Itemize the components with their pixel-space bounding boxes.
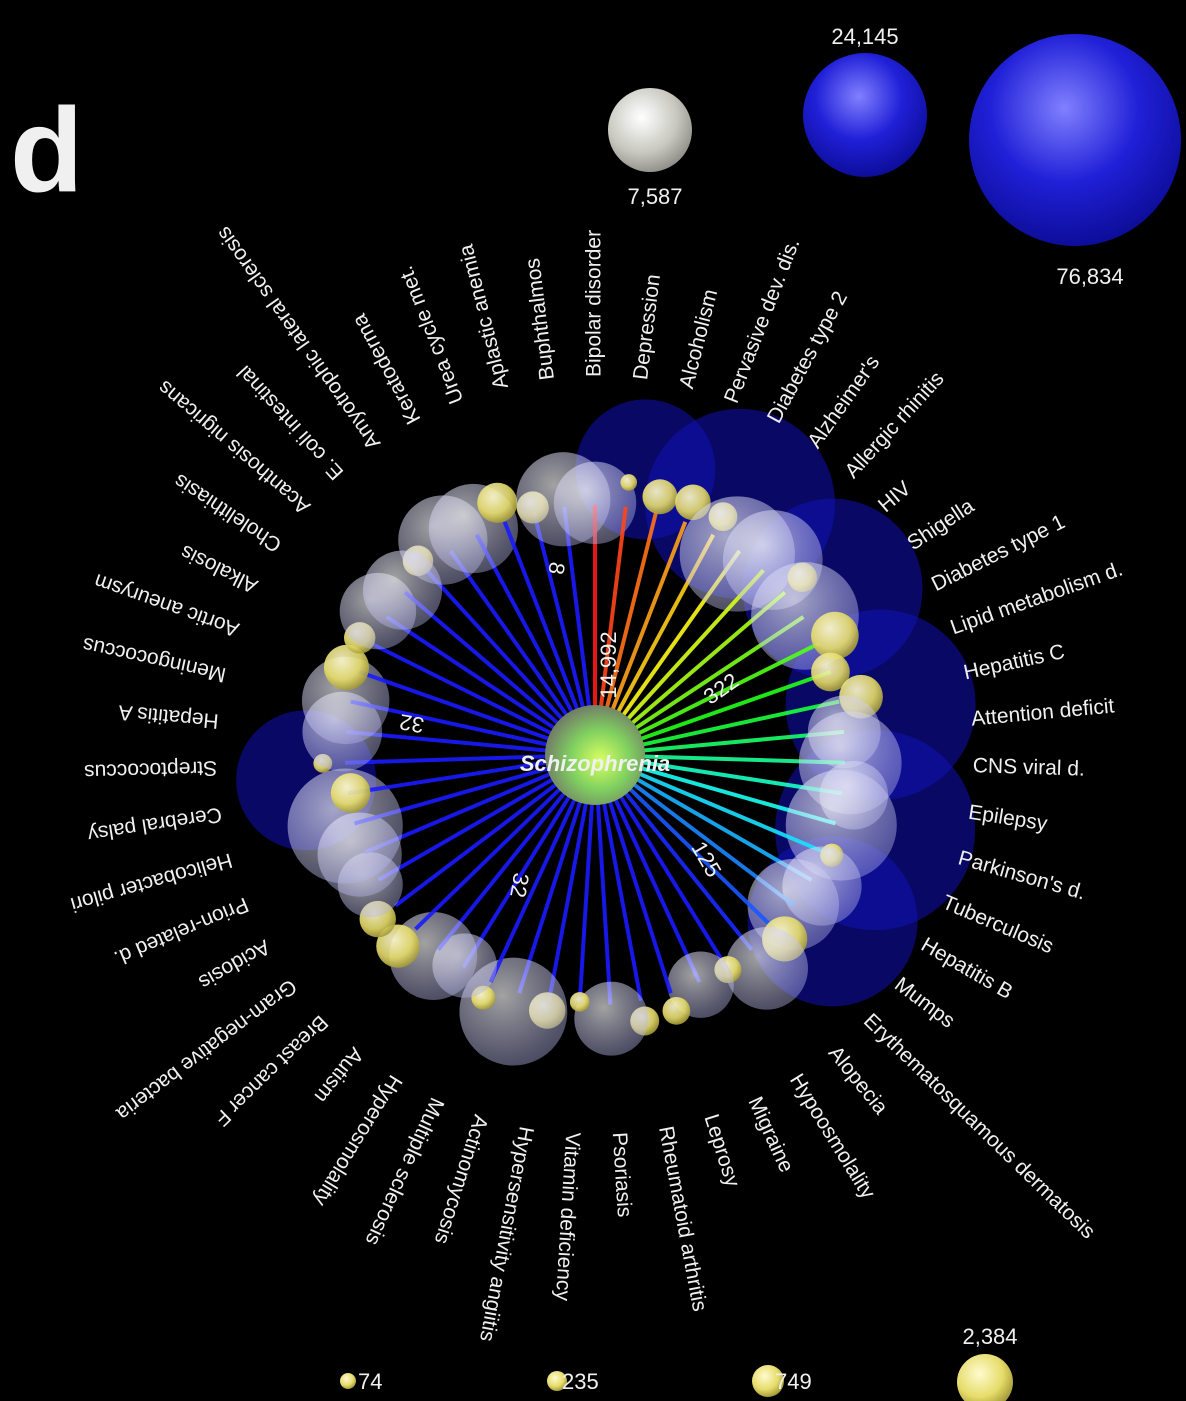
legend-circle xyxy=(608,88,692,172)
legend-label: 76,834 xyxy=(1056,264,1123,289)
ring-bubble xyxy=(287,768,403,884)
ring-bubble xyxy=(725,927,808,1010)
size-legend: 7,587 24,145 76,834 74 235 749 2,384 xyxy=(340,24,1181,1401)
panel-label: d xyxy=(10,84,83,218)
ring-bubble xyxy=(642,479,678,515)
ring-bubble xyxy=(811,652,850,692)
legend-label: 235 xyxy=(562,1369,599,1394)
legend-label: 749 xyxy=(775,1369,812,1394)
legend-label: 7,587 xyxy=(627,184,682,209)
legend-circle xyxy=(957,1354,1013,1401)
disease-label: Bipolar disorder xyxy=(583,230,606,377)
spoke-label: 14,992 xyxy=(596,631,621,698)
legend-label: 2,384 xyxy=(962,1324,1017,1349)
ring-bubble xyxy=(477,482,518,523)
ring-bubble xyxy=(569,992,590,1012)
center-label: Schizophrenia xyxy=(520,751,670,776)
ring-bubble xyxy=(574,981,649,1056)
ring-bubble xyxy=(362,550,443,630)
legend-label: 24,145 xyxy=(831,24,898,49)
legend-circle xyxy=(547,1371,567,1391)
legend-circle xyxy=(803,53,927,177)
center-node xyxy=(545,705,645,805)
ring-bubble xyxy=(330,773,371,813)
legend-label: 74 xyxy=(358,1369,382,1394)
ring-bubble xyxy=(323,644,370,690)
ring-bubble xyxy=(662,996,691,1025)
disease-label: Psoriasis xyxy=(608,1132,636,1218)
ring-bubble xyxy=(376,924,420,968)
disease-label: Streptococcus xyxy=(84,756,218,783)
ring-bubble xyxy=(553,461,637,545)
spoke-label: 32 xyxy=(397,709,425,738)
ring-bubble xyxy=(301,656,390,745)
legend-circle xyxy=(752,1365,784,1397)
spoke-label: 32 xyxy=(505,871,534,899)
legend-circle xyxy=(969,34,1181,246)
ring-bubble xyxy=(811,611,859,660)
ring-bubble xyxy=(620,474,638,491)
legend-circle xyxy=(340,1373,356,1389)
disease-label: CNS viral d. xyxy=(972,754,1085,780)
spoke-label: 8 xyxy=(543,560,570,576)
